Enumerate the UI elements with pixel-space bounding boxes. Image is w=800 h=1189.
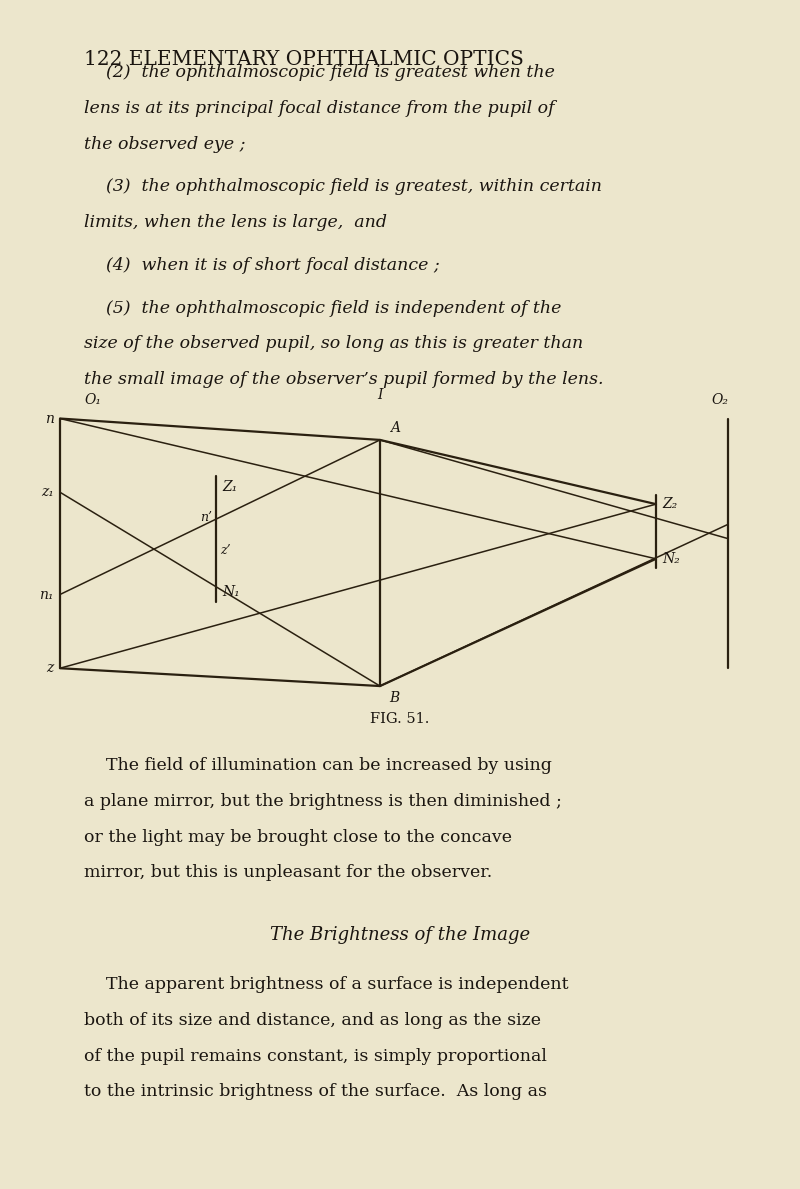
Text: (2)  the ophthalmoscopic field is greatest when the: (2) the ophthalmoscopic field is greates… <box>84 64 555 81</box>
Text: The Brightness of the Image: The Brightness of the Image <box>270 926 530 944</box>
Text: Z₁: Z₁ <box>222 480 238 495</box>
Text: I: I <box>378 388 382 402</box>
Text: The apparent brightness of a surface is independent: The apparent brightness of a surface is … <box>84 976 569 993</box>
Text: the small image of the observer’s pupil formed by the lens.: the small image of the observer’s pupil … <box>84 371 603 388</box>
Text: size of the observed pupil, so long as this is greater than: size of the observed pupil, so long as t… <box>84 335 583 352</box>
Text: z’: z’ <box>220 545 230 556</box>
Text: or the light may be brought close to the concave: or the light may be brought close to the… <box>84 829 512 845</box>
Text: z₁: z₁ <box>41 485 54 499</box>
Text: O₁: O₁ <box>84 392 101 407</box>
Text: lens is at its principal focal distance from the pupil of: lens is at its principal focal distance … <box>84 100 554 117</box>
Text: Z₂: Z₂ <box>662 497 678 511</box>
Text: FIG. 51.: FIG. 51. <box>370 712 430 726</box>
Text: The field of illumination can be increased by using: The field of illumination can be increas… <box>84 757 552 774</box>
Text: z: z <box>46 661 54 675</box>
Text: N₂: N₂ <box>662 552 680 566</box>
Text: n’: n’ <box>200 511 212 523</box>
Text: a plane mirror, but the brightness is then diminished ;: a plane mirror, but the brightness is th… <box>84 793 562 810</box>
Text: limits, when the lens is large,  and: limits, when the lens is large, and <box>84 214 387 231</box>
Text: B: B <box>390 691 400 705</box>
Text: the observed eye ;: the observed eye ; <box>84 136 246 152</box>
Text: of the pupil remains constant, is simply proportional: of the pupil remains constant, is simply… <box>84 1048 547 1064</box>
Text: 122 ELEMENTARY OPHTHALMIC OPTICS: 122 ELEMENTARY OPHTHALMIC OPTICS <box>84 50 524 69</box>
Text: n: n <box>45 411 54 426</box>
Text: n₁: n₁ <box>39 587 54 602</box>
Text: N₁: N₁ <box>222 585 240 599</box>
Text: A: A <box>390 421 399 435</box>
Text: O₂: O₂ <box>711 392 728 407</box>
Text: both of its size and distance, and as long as the size: both of its size and distance, and as lo… <box>84 1012 541 1028</box>
Text: (5)  the ophthalmoscopic field is independent of the: (5) the ophthalmoscopic field is indepen… <box>84 300 562 316</box>
Text: (3)  the ophthalmoscopic field is greatest, within certain: (3) the ophthalmoscopic field is greates… <box>84 178 602 195</box>
Text: mirror, but this is unpleasant for the observer.: mirror, but this is unpleasant for the o… <box>84 864 492 881</box>
Text: (4)  when it is of short focal distance ;: (4) when it is of short focal distance ; <box>84 257 440 273</box>
Text: to the intrinsic brightness of the surface.  As long as: to the intrinsic brightness of the surfa… <box>84 1083 547 1100</box>
